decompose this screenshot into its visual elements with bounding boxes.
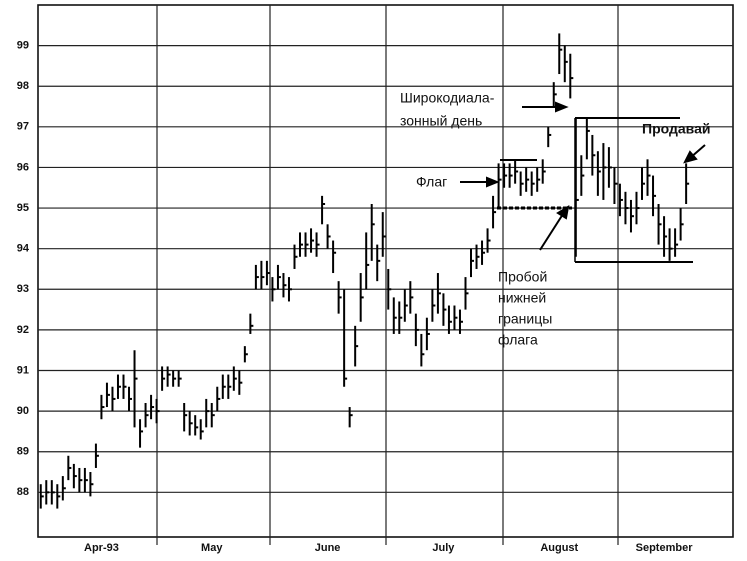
annotation: Пробой [498,269,547,285]
x-tick-label: August [540,542,578,554]
x-tick-label: May [201,542,223,554]
y-tick-label: 93 [17,283,29,295]
annotation: Широкодиала- [400,90,495,106]
y-tick-label: 88 [17,486,29,498]
y-tick-label: 98 [17,80,29,92]
y-tick-label: 89 [17,446,29,458]
arrow-head [556,205,570,220]
annotation-shapes [460,101,706,263]
annotation: границы [498,311,552,327]
y-tick-label: 97 [17,121,29,133]
annotation: Флаг [416,174,447,190]
y-tick-label: 96 [17,161,29,173]
annotation: нижней [498,290,546,306]
month-separators [156,5,619,545]
annotation: Продавай [642,121,710,137]
arrow [539,213,564,251]
annotation: флага [498,332,538,348]
arrow-head [683,150,698,164]
x-tick-label: Apr-93 [84,542,119,554]
annotation: зонный день [400,113,482,129]
x-tick-label: June [315,542,341,554]
y-tick-label: 91 [17,364,29,376]
y-tick-label: 92 [17,324,29,336]
x-tick-label: July [432,542,455,554]
arrow-head [486,176,500,188]
y-tick-label: 95 [17,202,29,214]
y-tick-label: 90 [17,405,29,417]
ticks-layer: 88 89 90 91 92 93 94 95 96 97 98 99 Apr-93 May June Jul… [17,40,733,554]
arrow-head [555,101,569,113]
y-tick-label: 94 [17,243,30,255]
y-tick-label: 99 [17,40,29,52]
x-tick-label: September [636,542,694,554]
bars-layer [39,33,690,509]
